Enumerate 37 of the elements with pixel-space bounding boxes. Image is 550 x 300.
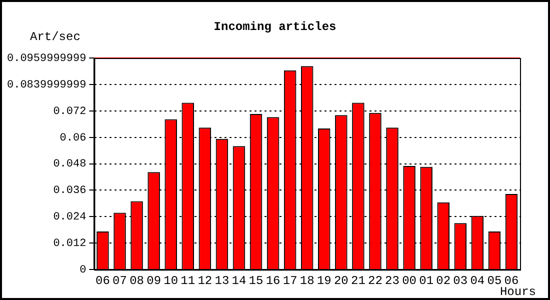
x-tick-label: 07: [112, 274, 127, 288]
x-tick-label: 00: [402, 274, 416, 288]
y-tick-label: 0.0839999999: [6, 79, 86, 92]
y-tick-label: 0.072: [53, 106, 86, 118]
x-tick-label: 13: [214, 274, 230, 288]
x-tick-label: 19: [316, 274, 332, 288]
x-tick-label: 08: [130, 274, 144, 288]
x-tick-label: 06: [504, 274, 519, 288]
x-tick-label: 10: [164, 274, 178, 288]
x-tick-label: 11: [180, 274, 196, 288]
x-tick-label: 17: [282, 274, 298, 288]
x-tick-label: 23: [385, 274, 400, 288]
x-tick-label: 12: [198, 274, 212, 288]
x-tick-label: 06: [96, 274, 110, 288]
x-tick-label: 18: [300, 274, 314, 288]
y-tick-label: 0.0959999999: [6, 52, 86, 65]
y-tick-label: 0.012: [53, 238, 86, 250]
y-tick-label: 0.024: [53, 212, 87, 224]
x-tick-label: 21: [351, 274, 366, 288]
x-tick-label: 05: [487, 274, 502, 288]
y-tick-label: 0.048: [53, 158, 86, 171]
x-tick-label: 03: [453, 274, 468, 288]
x-tick-label: 15: [248, 274, 264, 288]
chart-title: Incoming articles: [214, 20, 336, 34]
x-tick-label: 01: [419, 274, 434, 288]
y-tick-label: 0: [80, 264, 86, 277]
x-tick-label: 02: [436, 274, 451, 288]
y-tick-label: 0.06: [60, 132, 86, 144]
x-tick-label: 09: [146, 274, 162, 288]
x-tick-label: 20: [334, 274, 348, 288]
x-tick-label: 14: [232, 274, 246, 288]
y-tick-label: 0.036: [53, 185, 86, 198]
y-axis-title: Art/sec: [30, 30, 80, 44]
x-tick-label: 22: [368, 274, 382, 288]
x-axis-title: Hours: [500, 285, 536, 300]
x-tick-label: 16: [266, 274, 280, 288]
x-tick-label: 04: [470, 274, 485, 288]
